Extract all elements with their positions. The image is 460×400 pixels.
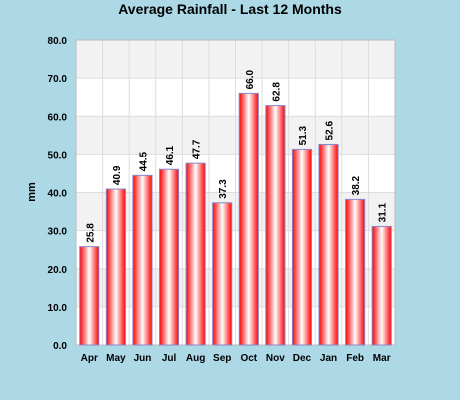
- data-label-dec: 51.3: [298, 126, 309, 146]
- data-label-jul: 46.1: [165, 145, 176, 165]
- y-tick-label: 70.0: [48, 74, 68, 85]
- bar-oct: [238, 92, 259, 346]
- y-tick-label: 0.0: [53, 341, 67, 352]
- data-label-apr: 25.8: [85, 223, 96, 243]
- x-tick-label-mar: Mar: [373, 353, 391, 364]
- x-tick-label-jul: Jul: [162, 353, 177, 364]
- x-tick-label-may: May: [106, 353, 126, 364]
- y-tick-label: 40.0: [48, 189, 68, 200]
- bar-feb: [345, 198, 366, 346]
- bar-jun: [132, 174, 153, 346]
- plot-border: [75, 39, 396, 346]
- x-tick-label-jun: Jun: [134, 353, 152, 364]
- data-labels: 25.8 40.9 44.5 46.1 47.7 37.3 66.0 62.8 51.3 52.6…: [85, 69, 388, 242]
- y-axis-label: mm: [26, 182, 38, 202]
- bar-may: [105, 188, 126, 346]
- bar-apr: [79, 246, 100, 346]
- bar-jan: [318, 143, 339, 346]
- x-tick-label-aug: Aug: [186, 353, 205, 364]
- x-axis-ticks: Apr May Jun Jul Aug Sep Oct Nov Dec Jan Feb Mar: [81, 353, 391, 364]
- bars: [79, 92, 392, 346]
- bar-sep: [212, 202, 233, 346]
- y-tick-label: 30.0: [48, 227, 68, 238]
- x-tick-label-feb: Feb: [346, 353, 364, 364]
- gridlines: [75, 39, 396, 346]
- data-label-sep: 37.3: [218, 179, 229, 199]
- y-tick-label: 20.0: [48, 265, 68, 276]
- data-label-mar: 31.1: [378, 203, 389, 223]
- x-tick-label-jan: Jan: [320, 353, 337, 364]
- y-tick-label: 60.0: [48, 112, 68, 123]
- x-tick-label-sep: Sep: [213, 353, 231, 364]
- x-tick-label-dec: Dec: [293, 353, 312, 364]
- bar-aug: [185, 162, 206, 346]
- bar-jul: [158, 168, 180, 346]
- bar-mar: [371, 225, 392, 346]
- data-label-oct: 66.0: [245, 69, 256, 89]
- bar-nov: [265, 105, 286, 346]
- x-tick-label-oct: Oct: [240, 353, 257, 364]
- data-label-may: 40.9: [112, 165, 123, 185]
- x-tick-label-apr: Apr: [81, 353, 98, 364]
- y-tick-label: 10.0: [48, 303, 68, 314]
- y-axis-ticks: 0.0 10.0 20.0 30.0 40.0 50.0 60.0 70.0 80.0: [48, 36, 68, 352]
- data-label-jun: 44.5: [138, 151, 149, 171]
- y-tick-label: 50.0: [48, 150, 68, 161]
- bar-dec: [291, 148, 313, 346]
- data-label-jan: 52.6: [325, 121, 336, 141]
- data-label-feb: 38.2: [351, 175, 362, 195]
- y-tick-label: 80.0: [48, 36, 68, 47]
- data-label-aug: 47.7: [192, 139, 203, 159]
- chart-title: Average Rainfall - Last 12 Months: [118, 1, 342, 17]
- data-label-nov: 62.8: [271, 82, 282, 102]
- x-tick-label-nov: Nov: [266, 353, 285, 364]
